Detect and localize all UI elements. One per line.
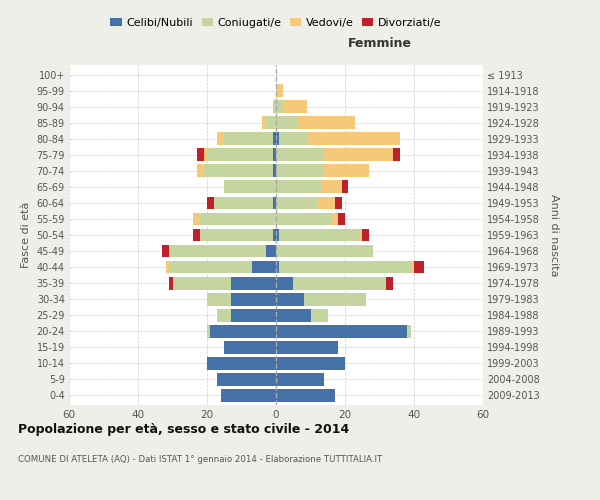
Bar xyxy=(217,309,231,322)
Bar xyxy=(266,116,276,129)
Bar xyxy=(307,132,400,145)
Text: Popolazione per età, sesso e stato civile - 2014: Popolazione per età, sesso e stato civil… xyxy=(18,422,349,436)
Bar xyxy=(276,373,325,386)
Bar xyxy=(272,228,276,241)
Bar xyxy=(231,309,276,322)
Bar xyxy=(276,341,338,353)
Bar xyxy=(207,292,231,306)
Bar xyxy=(200,212,276,226)
Bar xyxy=(276,357,345,370)
Bar xyxy=(193,228,200,241)
Legend: Celibi/Nubili, Coniugati/e, Vedovi/e, Divorziati/e: Celibi/Nubili, Coniugati/e, Vedovi/e, Di… xyxy=(110,18,442,28)
Bar xyxy=(362,228,369,241)
Bar xyxy=(207,148,272,161)
Text: Femmine: Femmine xyxy=(347,36,412,50)
Y-axis label: Anni di nascita: Anni di nascita xyxy=(550,194,559,276)
Bar xyxy=(214,196,272,209)
Bar xyxy=(231,292,276,306)
Bar xyxy=(224,180,276,194)
Bar xyxy=(293,276,386,289)
Bar xyxy=(276,196,317,209)
Bar xyxy=(207,325,211,338)
Bar xyxy=(276,244,373,258)
Bar xyxy=(276,309,311,322)
Y-axis label: Fasce di età: Fasce di età xyxy=(21,202,31,268)
Bar xyxy=(217,373,276,386)
Bar xyxy=(276,228,280,241)
Bar xyxy=(224,341,276,353)
Bar xyxy=(276,325,407,338)
Bar xyxy=(359,228,362,241)
Bar xyxy=(335,196,341,209)
Bar xyxy=(193,212,200,226)
Bar xyxy=(173,276,231,289)
Bar xyxy=(410,260,414,274)
Bar xyxy=(272,100,276,113)
Bar xyxy=(203,164,272,177)
Bar xyxy=(272,132,276,145)
Bar xyxy=(386,276,394,289)
Bar xyxy=(262,116,266,129)
Bar xyxy=(280,132,307,145)
Bar xyxy=(207,196,214,209)
Bar xyxy=(272,148,276,161)
Bar xyxy=(252,260,276,274)
Bar xyxy=(276,212,331,226)
Bar xyxy=(325,148,394,161)
Text: COMUNE DI ATELETA (AQ) - Dati ISTAT 1° gennaio 2014 - Elaborazione TUTTITALIA.IT: COMUNE DI ATELETA (AQ) - Dati ISTAT 1° g… xyxy=(18,455,382,464)
Bar xyxy=(407,325,410,338)
Bar xyxy=(283,100,307,113)
Bar xyxy=(276,116,296,129)
Bar xyxy=(276,100,283,113)
Bar xyxy=(166,260,169,274)
Bar xyxy=(325,164,369,177)
Bar xyxy=(276,180,321,194)
Bar xyxy=(338,212,345,226)
Bar xyxy=(317,196,335,209)
Bar xyxy=(221,389,276,402)
Bar xyxy=(280,228,359,241)
Bar xyxy=(231,276,276,289)
Bar xyxy=(272,196,276,209)
Bar xyxy=(217,132,224,145)
Bar xyxy=(276,260,280,274)
Bar xyxy=(276,276,293,289)
Bar xyxy=(224,132,272,145)
Bar xyxy=(162,244,169,258)
Bar xyxy=(276,389,335,402)
Bar xyxy=(197,148,203,161)
Bar xyxy=(276,164,325,177)
Bar xyxy=(169,276,173,289)
Bar xyxy=(266,244,276,258)
Bar xyxy=(414,260,424,274)
Bar xyxy=(280,260,410,274)
Bar xyxy=(394,148,400,161)
Bar xyxy=(169,244,266,258)
Bar xyxy=(272,164,276,177)
Bar xyxy=(203,148,207,161)
Bar xyxy=(207,357,276,370)
Bar xyxy=(276,84,283,97)
Bar xyxy=(311,309,328,322)
Bar xyxy=(276,148,325,161)
Bar xyxy=(321,180,341,194)
Bar xyxy=(276,292,304,306)
Bar xyxy=(169,260,252,274)
Bar xyxy=(276,132,280,145)
Bar xyxy=(200,228,272,241)
Bar xyxy=(341,180,349,194)
Bar xyxy=(211,325,276,338)
Bar xyxy=(304,292,366,306)
Bar xyxy=(197,164,203,177)
Bar xyxy=(331,212,338,226)
Bar xyxy=(296,116,355,129)
